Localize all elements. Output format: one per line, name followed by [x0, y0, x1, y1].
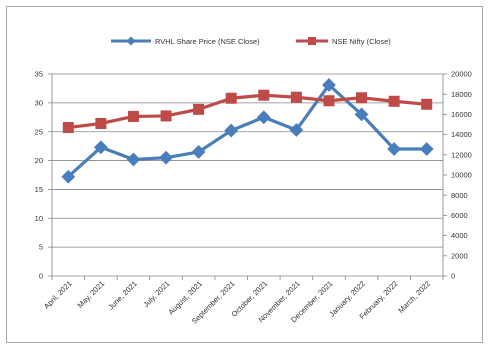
left-tick-label: 35	[35, 70, 43, 79]
right-tick-label: 6000	[451, 211, 468, 220]
right-tick-label: 4000	[451, 231, 468, 240]
series-layer	[61, 78, 434, 184]
data-point	[388, 95, 400, 107]
data-point	[193, 103, 205, 115]
series-line	[67, 83, 427, 178]
x-tick-label: April, 2021	[42, 279, 74, 311]
left-tick-label: 15	[35, 185, 43, 194]
right-tick-label: 14000	[451, 130, 472, 139]
x-tick-label: May, 2021	[76, 279, 107, 310]
data-point	[419, 142, 434, 156]
data-point	[126, 152, 141, 167]
left-tick-label: 5	[39, 243, 43, 252]
legend: RVHL Share Price (NSE Close) NSE Nifty (C…	[111, 36, 391, 46]
data-point	[224, 123, 239, 138]
legend-label: RVHL Share Price (NSE Close)	[155, 37, 260, 46]
right-tick-label: 2000	[451, 251, 468, 260]
legend-marker	[308, 37, 316, 45]
x-tick-label: March, 2022	[396, 279, 432, 315]
data-point	[387, 142, 402, 156]
x-axis-ticks: April, 2021 May, 2021 June, 2021 July, 2021…	[42, 276, 444, 326]
data-point	[323, 95, 335, 107]
data-point	[322, 78, 336, 92]
right-axis-ticks: 0 2000 4000 6000 8000 10000 12000 14000 16000 180…	[443, 70, 472, 281]
x-tick-label: July, 2021	[141, 279, 171, 309]
left-tick-label: 25	[35, 127, 43, 136]
data-point	[256, 110, 271, 125]
chart-frame: 0 5 10 15 20 25 30 35 0 2000 4000 6000 8000 10000 120…	[6, 6, 483, 343]
line-chart: 0 5 10 15 20 25 30 35 0 2000 4000 6000 8000 10000 120…	[35, 36, 472, 326]
left-tick-label: 0	[39, 272, 43, 281]
right-tick-label: 10000	[451, 171, 472, 180]
left-axis-ticks: 0 5 10 15 20 25 30 35	[35, 70, 52, 281]
x-tick-label: June, 2021	[106, 279, 139, 312]
data-point	[354, 107, 369, 122]
data-point	[95, 117, 107, 129]
right-tick-label: 20000	[451, 70, 472, 79]
left-tick-label: 10	[35, 214, 43, 223]
data-point	[225, 92, 237, 104]
data-point	[258, 89, 270, 101]
data-point	[159, 150, 173, 165]
data-point	[191, 145, 206, 159]
right-tick-label: 12000	[451, 150, 472, 159]
right-tick-label: 0	[451, 272, 455, 281]
gridlines	[51, 73, 444, 277]
legend-label: NSE Nifty (Close)	[332, 37, 391, 46]
data-point	[61, 169, 76, 184]
legend-marker	[126, 36, 136, 46]
right-tick-label: 8000	[451, 191, 468, 200]
data-point	[160, 110, 172, 122]
data-point	[62, 122, 74, 134]
data-point	[356, 92, 368, 104]
right-tick-label: 18000	[451, 90, 472, 99]
data-point	[93, 140, 108, 155]
left-tick-label: 30	[35, 98, 43, 107]
data-point	[127, 110, 139, 122]
data-point	[289, 123, 304, 137]
right-tick-label: 16000	[451, 110, 472, 119]
data-point	[421, 98, 433, 110]
left-tick-label: 20	[35, 156, 43, 165]
data-point	[290, 91, 302, 103]
